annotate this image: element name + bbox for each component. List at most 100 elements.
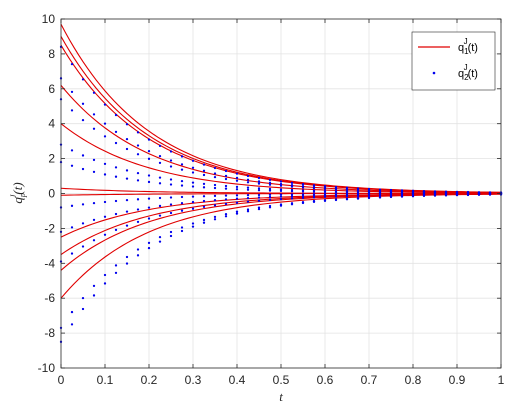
data-point <box>312 200 316 204</box>
y-tick-label: 0 <box>48 187 55 201</box>
x-tick-label: 0.4 <box>229 373 246 387</box>
data-point <box>411 195 415 198</box>
data-point <box>81 78 85 81</box>
data-point <box>268 181 272 184</box>
data-point <box>290 181 294 185</box>
data-point <box>136 220 140 224</box>
data-point <box>103 173 107 176</box>
data-point <box>268 195 272 199</box>
data-point <box>202 173 206 177</box>
data-point <box>279 182 283 186</box>
data-point <box>92 158 96 162</box>
data-point <box>235 212 239 215</box>
data-point <box>257 189 261 192</box>
data-point <box>202 218 206 222</box>
data-point <box>125 262 129 265</box>
data-point <box>312 187 316 190</box>
y-tick-label: 2 <box>48 152 55 166</box>
data-point <box>213 166 217 170</box>
data-point <box>235 188 239 191</box>
data-point <box>70 62 74 66</box>
data-point <box>70 109 74 112</box>
y-tick-label: -8 <box>44 326 55 340</box>
data-point <box>224 194 228 197</box>
data-point <box>213 204 217 207</box>
y-tick-label: -10 <box>38 361 56 375</box>
data-point <box>279 195 283 198</box>
legend-label: q2J(t) <box>458 63 478 82</box>
data-point <box>334 188 338 191</box>
data-point <box>235 172 239 175</box>
data-point <box>169 165 173 168</box>
data-point <box>213 194 217 198</box>
data-point <box>224 169 228 173</box>
data-point <box>268 178 272 182</box>
data-point <box>213 172 217 175</box>
data-point <box>180 226 184 229</box>
tick-labels: 0 0.1 0.2 0.3 0.4 0.5 0.6 0.7 0.8 0.9 1 -10 -8 -6 -4 -2… <box>38 12 505 387</box>
data-point <box>246 174 250 178</box>
data-point <box>169 211 173 215</box>
data-point <box>378 194 382 197</box>
data-point <box>290 203 294 206</box>
data-point <box>180 229 184 233</box>
x-tick-label: 0.7 <box>361 373 378 387</box>
y-tick-label: -6 <box>44 291 55 305</box>
data-point <box>345 188 349 192</box>
legend: q1J(t) q2J(t) <box>411 31 496 91</box>
data-point <box>81 222 85 225</box>
data-point <box>92 218 96 222</box>
data-point <box>147 138 151 141</box>
data-point <box>202 195 206 198</box>
data-point <box>70 149 74 152</box>
data-point <box>70 310 74 314</box>
data-point <box>114 212 118 216</box>
data-point <box>114 271 118 275</box>
data-point <box>92 201 96 205</box>
data-point <box>158 240 162 243</box>
y-tick-label: 10 <box>42 12 56 26</box>
data-point <box>103 122 107 125</box>
data-point <box>224 184 228 188</box>
data-point <box>158 214 162 217</box>
x-tick-label: 0.2 <box>141 373 158 387</box>
data-point <box>191 181 195 184</box>
data-point <box>301 182 305 186</box>
data-point <box>191 200 195 204</box>
data-point <box>224 212 228 216</box>
data-point <box>257 207 261 211</box>
data-point <box>191 225 195 228</box>
data-point <box>367 194 371 197</box>
data-point <box>103 162 107 166</box>
data-point <box>279 180 283 183</box>
data-point <box>268 187 272 191</box>
legend-entry: q1J(t) <box>418 37 478 56</box>
data-point <box>114 130 118 134</box>
data-point <box>103 200 107 204</box>
legend-label: q1J(t) <box>458 37 478 56</box>
x-tick-label: 0 <box>58 373 65 387</box>
data-point <box>257 196 261 199</box>
data-point <box>136 144 140 147</box>
data-point <box>180 168 184 171</box>
data-point <box>213 215 217 219</box>
data-point <box>268 183 272 186</box>
data-point <box>257 176 261 180</box>
data-point <box>114 228 118 232</box>
data-point <box>444 194 448 197</box>
data-point <box>279 197 283 201</box>
data-point <box>345 194 349 198</box>
ticks <box>60 18 502 369</box>
data-point <box>147 217 151 220</box>
data-point <box>169 203 173 206</box>
data-point <box>224 215 228 218</box>
data-point <box>136 198 140 201</box>
data-point <box>235 197 239 200</box>
data-point <box>180 202 184 205</box>
data-point <box>279 204 283 207</box>
data-point <box>180 163 184 166</box>
data-point <box>169 196 173 199</box>
x-tick-label: 0.1 <box>97 373 114 387</box>
legend-dot-swatch <box>432 71 436 75</box>
data-point <box>191 222 195 225</box>
